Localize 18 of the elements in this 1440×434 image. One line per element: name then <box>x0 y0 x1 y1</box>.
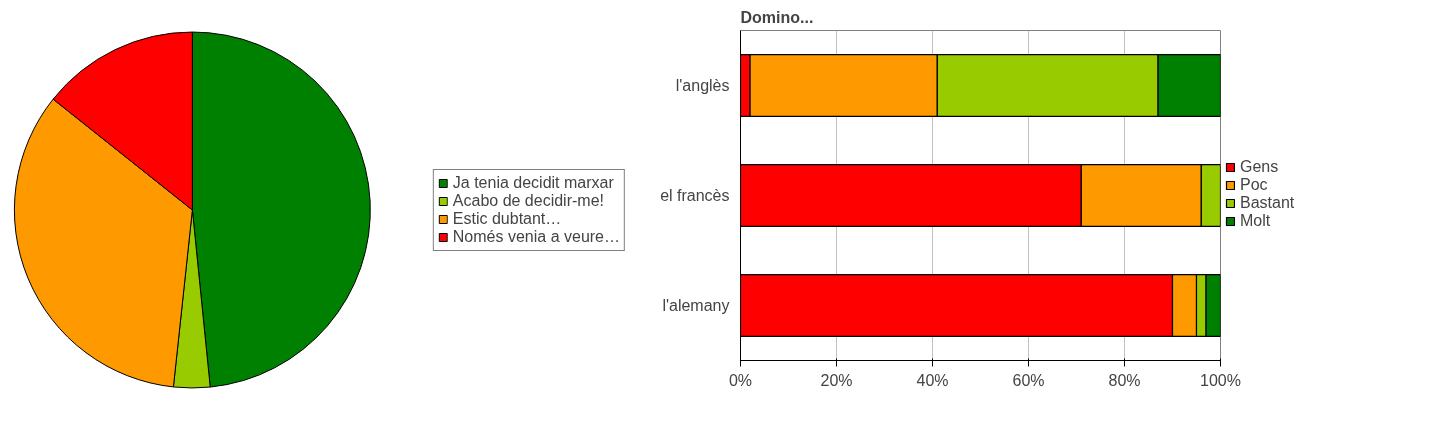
legend-label: Només venia a veure… <box>452 227 620 246</box>
x-tick-label: 100% <box>1200 371 1241 389</box>
legend-label: Molt <box>1240 212 1271 230</box>
y-tick-label: el francès <box>660 187 730 204</box>
legend-label: Poc <box>1240 176 1268 194</box>
chart-title: Domino... <box>740 8 814 26</box>
legend-label: Gens <box>1240 158 1279 176</box>
legend-label: Ja tenia decidit marxar <box>452 173 614 192</box>
x-tick-label: 0% <box>728 371 753 389</box>
legend-label: Bastant <box>1240 194 1295 212</box>
y-tick-label: l'anglès <box>675 77 730 94</box>
legend-label: Estic dubtant… <box>452 209 562 228</box>
x-tick-label: 80% <box>1108 371 1141 389</box>
legend-label: Acabo de decidir-me! <box>452 191 604 210</box>
y-tick-label: l'alemany <box>662 297 730 314</box>
x-tick-label: 60% <box>1012 371 1045 389</box>
x-tick-label: 20% <box>820 371 853 389</box>
x-tick-label: 40% <box>916 371 949 389</box>
